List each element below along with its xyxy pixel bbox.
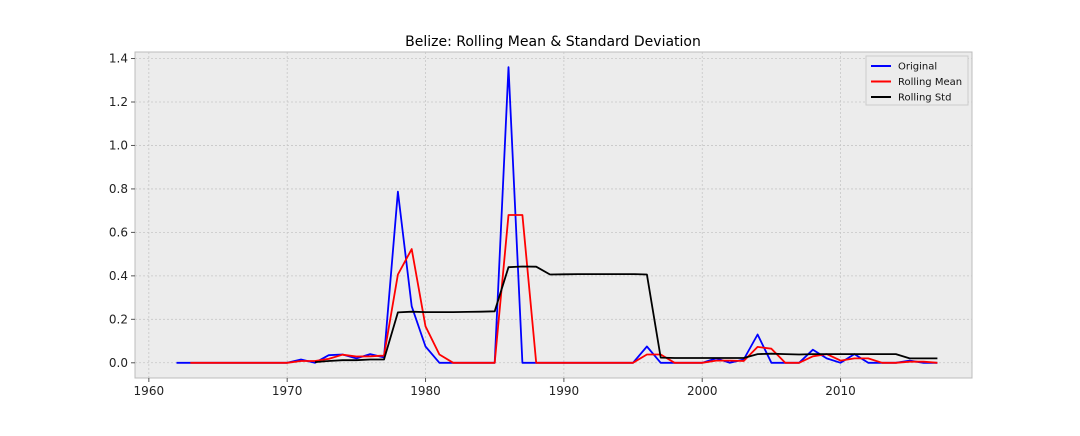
series-line-rolling-std bbox=[314, 265, 938, 363]
x-tick-label: 2010 bbox=[825, 384, 856, 398]
y-tick-label: 1.0 bbox=[109, 138, 128, 152]
y-tick-label: 1.4 bbox=[109, 52, 128, 66]
x-tick-label: 2000 bbox=[687, 384, 718, 398]
legend: Original Rolling Mean Rolling Std bbox=[865, 55, 969, 106]
y-tick-label: 0.2 bbox=[109, 312, 128, 326]
y-tick-label: 0.0 bbox=[109, 356, 128, 370]
x-tick-label: 1960 bbox=[134, 384, 165, 398]
chart-title: Belize: Rolling Mean & Standard Deviatio… bbox=[405, 34, 701, 50]
x-tick-label: 1990 bbox=[549, 384, 580, 398]
legend-label-rolling-mean: Rolling Mean bbox=[898, 77, 962, 88]
y-tick-label: 1.2 bbox=[109, 95, 128, 109]
plot-area bbox=[134, 51, 973, 379]
y-tick-label: 0.8 bbox=[109, 182, 128, 196]
grid bbox=[135, 52, 972, 378]
y-tick-label: 0.4 bbox=[109, 269, 128, 283]
y-tick-label: 0.6 bbox=[109, 225, 128, 239]
x-tick-label: 1980 bbox=[410, 384, 441, 398]
legend-label-original: Original bbox=[898, 62, 937, 73]
legend-label-rolling-std: Rolling Std bbox=[898, 93, 951, 104]
series-line-rolling-mean bbox=[190, 214, 938, 364]
series-lines bbox=[176, 66, 938, 364]
axis-ticks: 1960 1970 1980 1990 2000 2010 0.0 0.2 0.4 0.6 0.8 1… bbox=[109, 52, 856, 398]
x-tick-label: 1970 bbox=[272, 384, 303, 398]
